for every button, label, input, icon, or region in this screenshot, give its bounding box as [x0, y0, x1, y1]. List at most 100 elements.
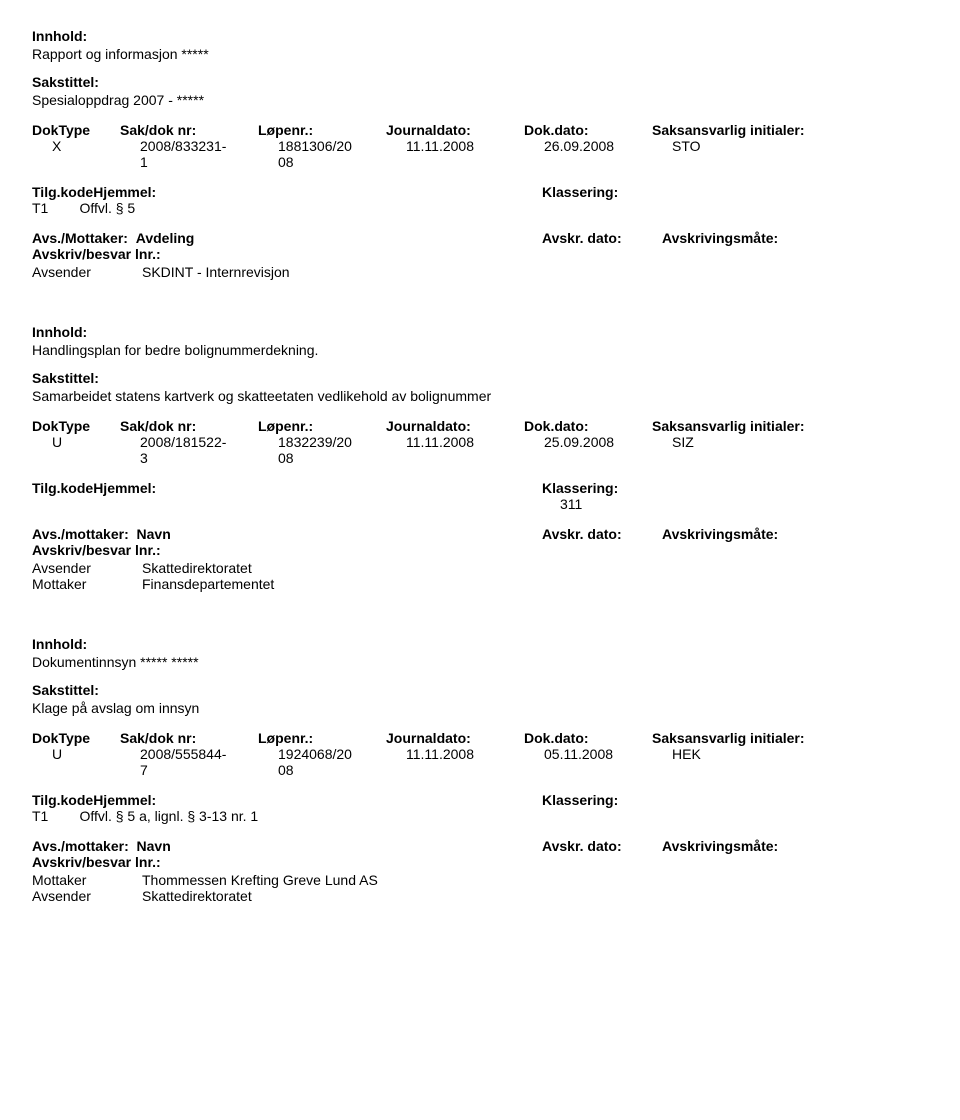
document-root: Innhold:Rapport og informasjon *****Saks…	[32, 28, 928, 904]
val-doktype: U	[32, 434, 122, 466]
innhold-label: Innhold:	[32, 28, 928, 44]
innhold-label: Innhold:	[32, 636, 928, 652]
avskriv-besvar-label: Avskriv/besvar lnr.:	[32, 542, 928, 558]
val-lopenr-top: 1832239/20	[278, 434, 388, 450]
sakstittel-label: Sakstittel:	[32, 682, 928, 698]
tilgkode-label: Tilg.kodeHjemmel:	[32, 480, 542, 496]
tilgkode-row: Tilg.kodeHjemmel:Klassering:	[32, 792, 928, 808]
party-row-1: AvsenderSkattedirektoratet	[32, 888, 928, 904]
val-sakdok: 2008/833231-1	[140, 138, 260, 170]
avsmottaker-header: Avs./mottaker: Navn Avskr. dato:Avskrivin…	[32, 526, 928, 542]
col-sakdok: Sak/dok nr:	[120, 730, 240, 746]
col-journaldato: Journaldato:	[386, 730, 506, 746]
innhold-value: Handlingsplan for bedre bolignummerdekni…	[32, 342, 928, 358]
party-row-0: AvsenderSKDINT - Internrevisjon	[32, 264, 928, 280]
val-saksansvarlig: HEK	[672, 746, 882, 778]
klassering-label: Klassering:	[542, 480, 618, 496]
columns-data: U2008/181522-31832239/200811.11.200825.0…	[32, 434, 928, 466]
record-2: Innhold:Dokumentinnsyn ***** *****Saksti…	[32, 636, 928, 904]
tilgkode-label: Tilg.kodeHjemmel:	[32, 792, 542, 808]
tilgkode-value	[32, 496, 542, 512]
val-journaldato: 11.11.2008	[406, 138, 526, 170]
tilgkode-value: T1 Offvl. § 5	[32, 200, 542, 216]
val-sakdok-bot: 3	[140, 450, 260, 466]
klassering-label: Klassering:	[542, 184, 618, 200]
val-sakdok-top: 2008/181522-	[140, 434, 260, 450]
col-lopenr: Løpenr.:	[258, 730, 368, 746]
avsmottaker-spacer	[262, 838, 542, 854]
sakstittel-value: Samarbeidet statens kartverk og skatteet…	[32, 388, 928, 404]
tilgkode-value-row: 311	[32, 496, 928, 512]
avskr-dato-label: Avskr. dato:	[542, 838, 662, 854]
avskr-dato-label: Avskr. dato:	[542, 230, 662, 246]
party-role: Avsender	[32, 560, 142, 576]
klassering-value: 311	[560, 496, 582, 512]
innhold-label: Innhold:	[32, 324, 928, 340]
col-saksansvarlig: Saksansvarlig initialer:	[652, 730, 862, 746]
col-journaldato: Journaldato:	[386, 418, 506, 434]
val-lopenr-bot: 08	[278, 154, 388, 170]
val-saksansvarlig: SIZ	[672, 434, 882, 466]
avsmottaker-label: Avs./mottaker: Navn	[32, 526, 262, 542]
val-sakdok-top: 2008/555844-	[140, 746, 260, 762]
party-row-0: MottakerThommessen Krefting Greve Lund A…	[32, 872, 928, 888]
avsmottaker-header: Avs./Mottaker: AvdelingAvskr. dato:Avskr…	[32, 230, 928, 246]
avskr-dato-label: Avskr. dato:	[542, 526, 662, 542]
avskr-mate-label: Avskrivingsmåte:	[662, 230, 842, 246]
tilgkode-row: Tilg.kodeHjemmel:Klassering:	[32, 480, 928, 496]
columns-data: X2008/833231-11881306/200811.11.200826.0…	[32, 138, 928, 170]
avsmottaker-spacer	[262, 230, 542, 246]
avskr-mate-label: Avskrivingsmåte:	[662, 526, 842, 542]
tilgkode-row: Tilg.kodeHjemmel:Klassering:	[32, 184, 928, 200]
avsmottaker-spacer	[262, 526, 542, 542]
val-sakdok: 2008/181522-3	[140, 434, 260, 466]
avsmottaker-header: Avs./mottaker: Navn Avskr. dato:Avskrivin…	[32, 838, 928, 854]
col-saksansvarlig: Saksansvarlig initialer:	[652, 122, 862, 138]
tilgkode-value: T1 Offvl. § 5 a, lignl. § 3-13 nr. 1	[32, 808, 542, 824]
party-name: Thommessen Krefting Greve Lund AS	[142, 872, 928, 888]
val-lopenr: 1881306/2008	[278, 138, 388, 170]
party-name: Skattedirektoratet	[142, 560, 928, 576]
val-sakdok-top: 2008/833231-	[140, 138, 260, 154]
avsmottaker-label: Avs./mottaker: Navn	[32, 838, 262, 854]
sakstittel-label: Sakstittel:	[32, 370, 928, 386]
val-dokdato: 05.11.2008	[544, 746, 654, 778]
party-name: Skattedirektoratet	[142, 888, 928, 904]
avskriv-besvar-label: Avskriv/besvar lnr.:	[32, 854, 928, 870]
col-dokdato: Dok.dato:	[524, 730, 634, 746]
val-lopenr-top: 1881306/20	[278, 138, 388, 154]
sakstittel-value: Spesialoppdrag 2007 - *****	[32, 92, 928, 108]
avskriv-besvar-label: Avskriv/besvar lnr.:	[32, 246, 928, 262]
val-sakdok-bot: 1	[140, 154, 260, 170]
tilgkode-value-row: T1 Offvl. § 5 a, lignl. § 3-13 nr. 1	[32, 808, 928, 824]
avskr-mate-label: Avskrivingsmåte:	[662, 838, 842, 854]
party-role: Avsender	[32, 264, 142, 280]
columns-header: DokTypeSak/dok nr:Løpenr.:Journaldato:Do…	[32, 418, 928, 434]
val-saksansvarlig: STO	[672, 138, 882, 170]
party-row-1: MottakerFinansdepartementet	[32, 576, 928, 592]
klassering-label: Klassering:	[542, 792, 618, 808]
val-dokdato: 26.09.2008	[544, 138, 654, 170]
columns-header: DokType Sak/dok nr: Løpenr.: Journaldato: Do…	[32, 122, 928, 138]
columns-header: DokTypeSak/dok nr:Løpenr.:Journaldato:Do…	[32, 730, 928, 746]
col-dokdato: Dok.dato:	[524, 122, 634, 138]
col-dokdato: Dok.dato:	[524, 418, 634, 434]
party-row-0: AvsenderSkattedirektoratet	[32, 560, 928, 576]
val-lopenr-bot: 08	[278, 762, 388, 778]
record-1: Innhold: Handlingsplan for bedre bolignum…	[32, 324, 928, 592]
col-sakdok: Sak/dok nr:	[120, 122, 240, 138]
val-doktype: U	[32, 746, 122, 778]
col-journaldato: Journaldato:	[386, 122, 506, 138]
sakstittel-value: Klage på avslag om innsyn	[32, 700, 928, 716]
col-saksansvarlig: Saksansvarlig initialer:	[652, 418, 862, 434]
tilgkode-label: Tilg.kodeHjemmel:	[32, 184, 542, 200]
val-sakdok: 2008/555844-7	[140, 746, 260, 778]
col-doktype: DokType	[32, 122, 102, 138]
party-role: Mottaker	[32, 576, 142, 592]
col-lopenr: Løpenr.:	[258, 122, 368, 138]
val-sakdok-bot: 7	[140, 762, 260, 778]
col-sakdok: Sak/dok nr:	[120, 418, 240, 434]
columns-data: U2008/555844-71924068/200811.11.200805.1…	[32, 746, 928, 778]
val-journaldato: 11.11.2008	[406, 746, 526, 778]
val-dokdato: 25.09.2008	[544, 434, 654, 466]
